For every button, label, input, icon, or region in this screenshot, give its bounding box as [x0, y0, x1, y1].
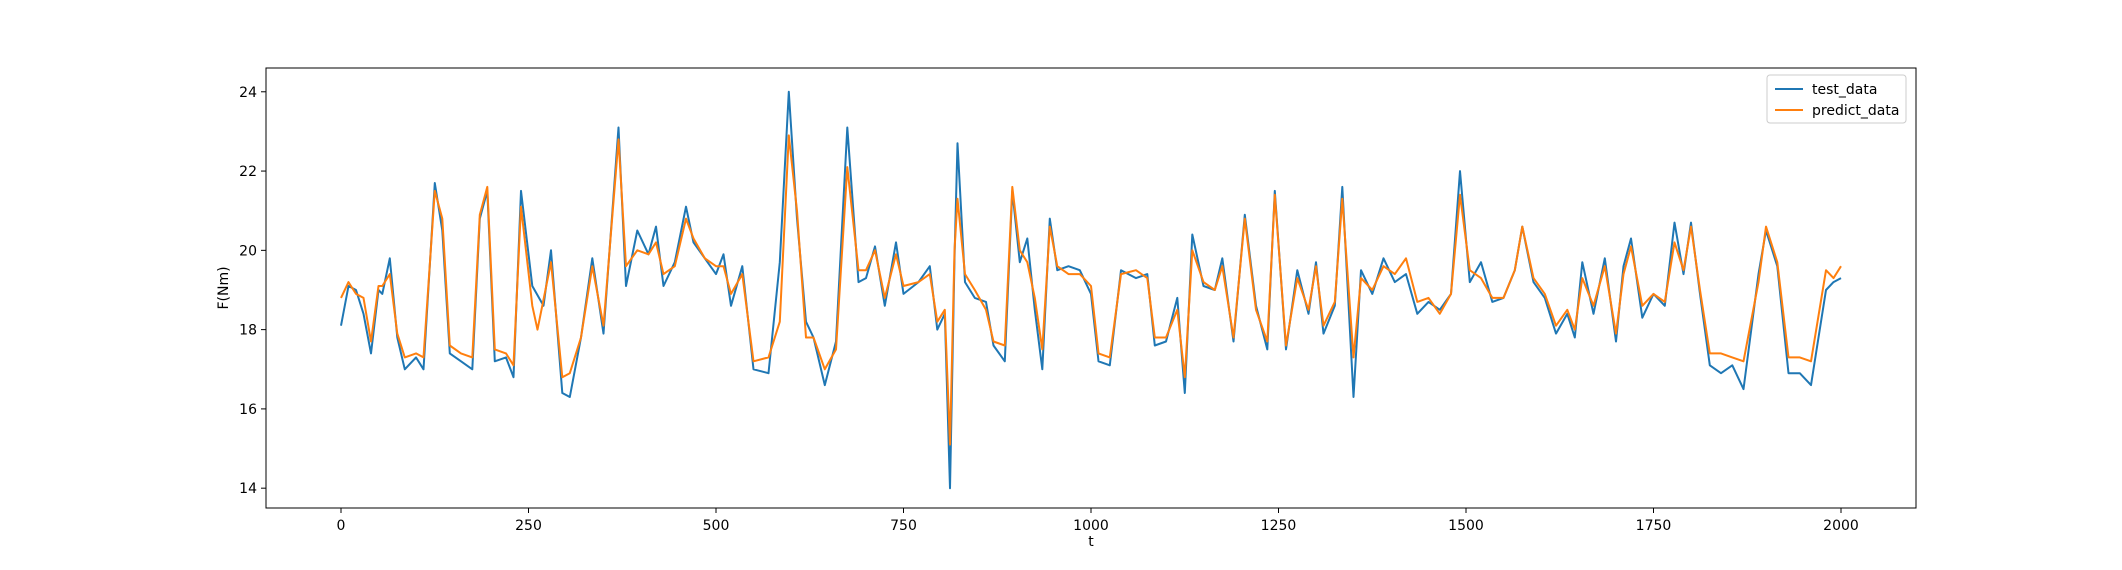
plot-area: 0 250 500 750 1000 1250 1500 1750 2000 14 16 18 20 2… [239, 67, 1917, 534]
x-tick-label: 0 [337, 518, 346, 534]
series-line-predict-data [340, 134, 1842, 446]
y-axis-label: F(Nm) [216, 266, 232, 309]
y-tick-label: 24 [239, 85, 257, 101]
y-tick-label: 22 [239, 164, 257, 180]
y-tick-label: 18 [239, 323, 257, 339]
x-tick-label: 1750 [1636, 518, 1672, 534]
x-tick-label: 500 [703, 518, 730, 534]
series-layer [340, 90, 1842, 490]
x-axis-ticks: 0 250 500 750 1000 1250 1500 1750 2000 [337, 508, 1859, 534]
x-tick-label: 250 [515, 518, 542, 534]
x-tick-label: 2000 [1823, 518, 1859, 534]
y-axis-ticks: 14 16 18 20 22 24 [239, 85, 266, 497]
y-tick-label: 16 [239, 402, 257, 418]
legend-label: predict_data [1812, 103, 1899, 119]
y-tick-label: 20 [239, 243, 257, 259]
x-tick-label: 1500 [1448, 518, 1484, 534]
x-tick-label: 750 [890, 518, 917, 534]
legend: test_data predict_data [1766, 74, 1907, 124]
x-tick-label: 1250 [1261, 518, 1297, 534]
y-tick-label: 14 [239, 481, 257, 497]
x-axis-label: t [1088, 534, 1094, 550]
x-tick-label: 1000 [1073, 518, 1109, 534]
legend-label: test_data [1812, 82, 1877, 98]
